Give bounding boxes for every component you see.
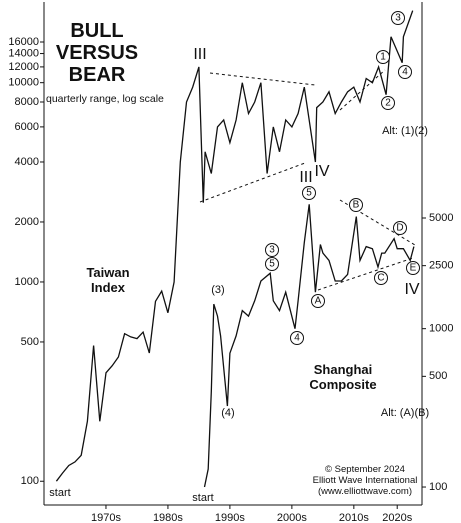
series-line xyxy=(203,204,415,488)
annotation: B xyxy=(353,200,360,211)
annotation: 2 xyxy=(385,98,391,109)
x-tick-label: 1970s xyxy=(91,512,121,523)
annotation: E xyxy=(410,263,417,274)
y2-tick-label: 500 xyxy=(429,370,447,382)
wave-circle xyxy=(265,257,279,271)
y-tick-label: 4000 xyxy=(15,156,39,168)
x-tick-label: 2010s xyxy=(339,512,369,523)
annotation: IV xyxy=(404,281,419,298)
annotation: 3 xyxy=(395,13,401,24)
annotation: IV xyxy=(314,163,329,180)
annotation: Alt: (1)(2) xyxy=(382,125,428,137)
wave-circle xyxy=(398,65,412,79)
annotation: A xyxy=(315,296,322,307)
wave-circle xyxy=(265,243,279,257)
annotation: start xyxy=(192,492,213,504)
annotation: 1 xyxy=(380,52,386,63)
series-label: Shanghai Composite xyxy=(309,362,377,392)
y-tick-label: 100 xyxy=(21,475,39,487)
wave-circle xyxy=(391,11,405,25)
wave-circle xyxy=(406,261,420,275)
annotation: C xyxy=(377,273,384,284)
annotation: (4) xyxy=(221,407,234,419)
series-label: Taiwan Index xyxy=(86,265,130,295)
y-tick-label: 14000 xyxy=(8,47,39,59)
annotation: 3 xyxy=(269,245,275,256)
wave-circle xyxy=(381,96,395,110)
y2-tick-label: 2500 xyxy=(429,260,453,272)
y2-tick-label: 1000 xyxy=(429,323,453,335)
x-tick-label: 1990s xyxy=(215,512,245,523)
wave-circle xyxy=(349,198,363,212)
annotation: III xyxy=(193,46,206,63)
y2-tick-label: 100 xyxy=(429,481,447,493)
x-tick-label: 2020s xyxy=(382,512,412,523)
annotation: D xyxy=(396,223,403,234)
y-tick-label: 6000 xyxy=(15,121,39,133)
x-tick-label: 1980s xyxy=(153,512,183,523)
y-tick-label: 16000 xyxy=(8,36,39,48)
wave-circle xyxy=(290,331,304,345)
y-tick-label: 12000 xyxy=(8,61,39,73)
annotation: III xyxy=(299,169,312,186)
series-line xyxy=(55,10,414,482)
y-tick-label: 2000 xyxy=(15,216,39,228)
x-tick-label: 2000s xyxy=(277,512,307,523)
annotation: 4 xyxy=(402,67,408,78)
wave-circle xyxy=(376,50,390,64)
y-tick-label: 1000 xyxy=(15,276,39,288)
credit: © September 2024 Elliott Wave Internatio… xyxy=(300,464,430,497)
subtitle: quarterly range, log scale xyxy=(46,93,164,105)
annotation: 5 xyxy=(306,188,312,199)
note: © September 2024 xyxy=(325,464,405,475)
wave-circle xyxy=(374,271,388,285)
annotation: 4 xyxy=(294,333,300,344)
y2-tick-label: 5000 xyxy=(429,212,453,224)
note: (www.elliottwave.com) xyxy=(318,486,412,497)
chart-title: BULL VERSUS BEAR xyxy=(55,20,139,86)
wave-circle xyxy=(393,221,407,235)
annotation: 5 xyxy=(269,259,275,270)
y-tick-label: 8000 xyxy=(15,96,39,108)
wave-circle xyxy=(311,294,325,308)
annotation: start xyxy=(49,487,70,499)
y-tick-label: 10000 xyxy=(8,77,39,89)
annotation: (3) xyxy=(211,284,224,296)
note: Elliott Wave International xyxy=(312,475,418,486)
wave-circle xyxy=(302,186,316,200)
annotation: Alt: (A)(B) xyxy=(381,407,429,419)
y-tick-label: 500 xyxy=(21,336,39,348)
